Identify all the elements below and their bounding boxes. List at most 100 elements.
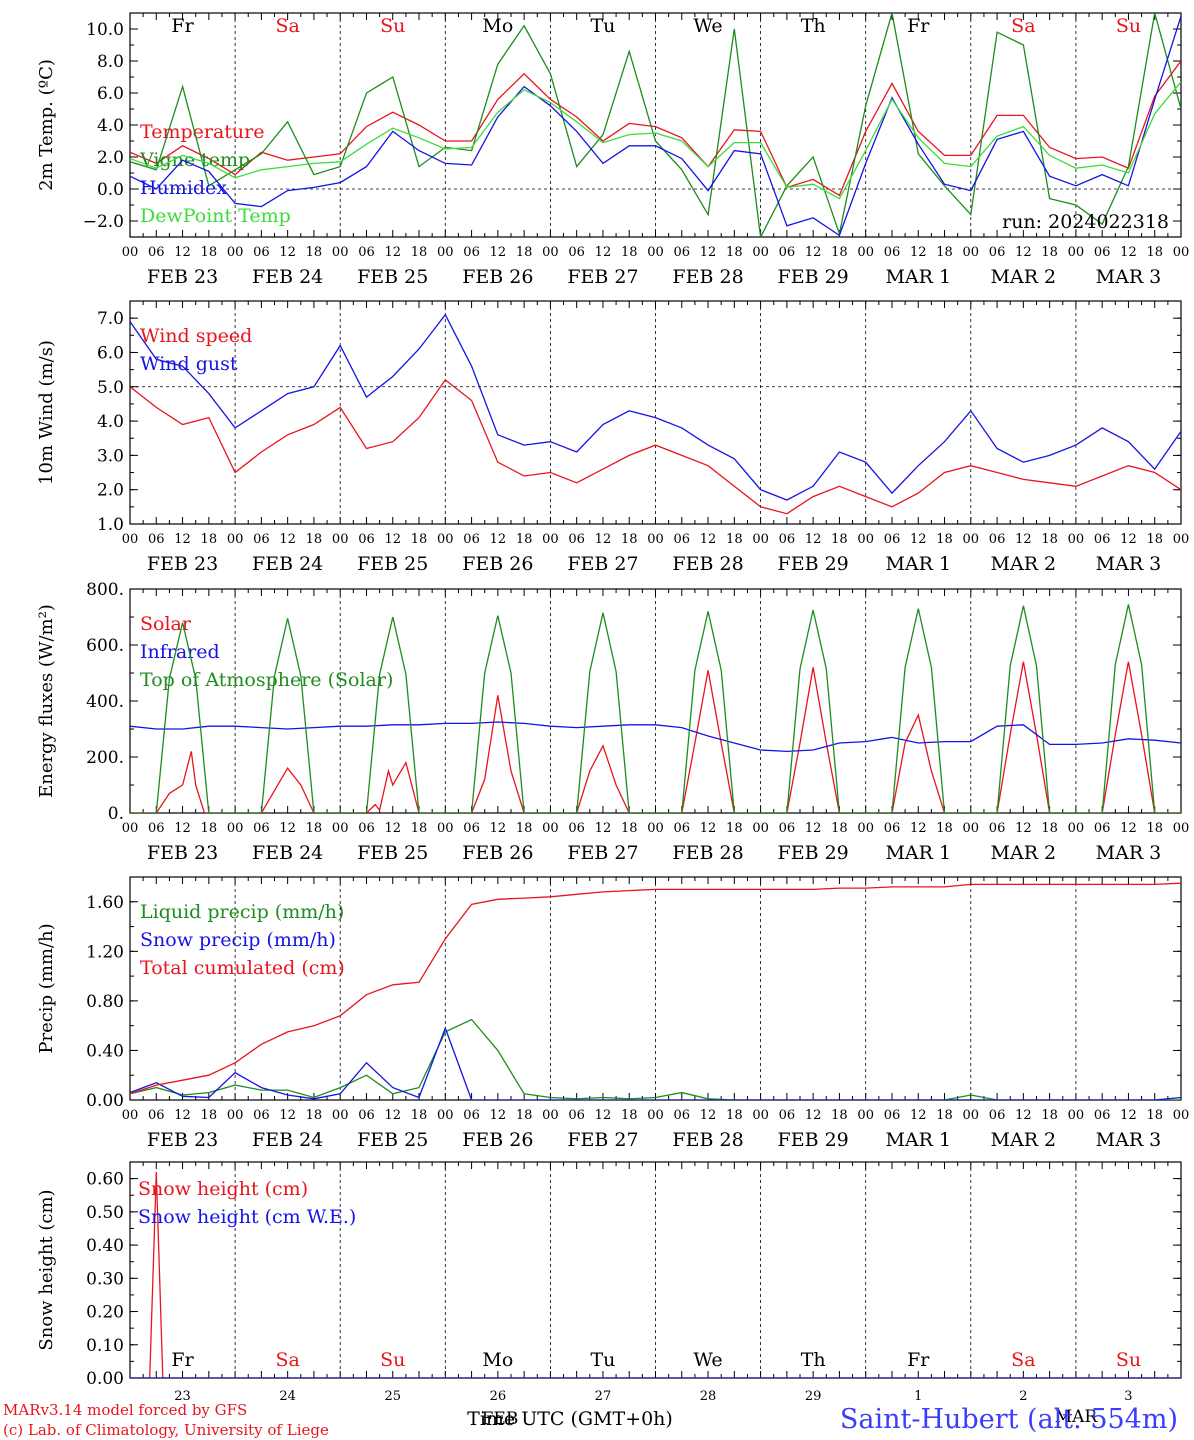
hour-tick-label: 00	[332, 821, 349, 836]
hour-tick-label: 12	[279, 821, 296, 836]
hour-tick-label: 12	[1015, 1108, 1032, 1123]
y-tick-label: 0.00	[86, 1369, 124, 1389]
hour-tick-label: 18	[201, 821, 218, 836]
hour-tick-label: 18	[1146, 1108, 1163, 1123]
hour-tick-label: 18	[516, 1108, 533, 1123]
hour-tick-label: 12	[910, 821, 927, 836]
date-label: FEB 29	[778, 553, 849, 575]
weekday-label: Mo	[482, 1349, 513, 1371]
series-line-infrared	[130, 721, 1181, 753]
hour-tick-label: 00	[857, 245, 874, 260]
weekday-label: We	[693, 1349, 722, 1371]
day-number-label: 26	[490, 1389, 507, 1404]
hour-tick-label: 18	[1146, 245, 1163, 260]
hour-tick-label: 18	[831, 532, 848, 547]
date-label: FEB 26	[462, 1129, 533, 1151]
hour-tick-label: 00	[437, 821, 454, 836]
date-label: MAR 3	[1096, 553, 1162, 575]
y-axis-label: 2m Temp. (ºC)	[36, 59, 57, 191]
legend-entry: Wind gust	[140, 353, 238, 375]
date-label: MAR 1	[885, 266, 951, 288]
legend-entry: Temperature	[140, 121, 264, 143]
weekday-label: Mo	[482, 15, 513, 37]
legend-entry: Snow height (cm W.E.)	[138, 1206, 356, 1228]
hour-tick-label: 00	[857, 532, 874, 547]
date-label: FEB 28	[672, 842, 743, 864]
date-label: FEB 25	[357, 1129, 428, 1151]
date-label: FEB 23	[147, 842, 218, 864]
hour-tick-label: 00	[1068, 821, 1085, 836]
y-tick-label: 6.0	[97, 343, 124, 363]
hour-tick-label: 12	[384, 821, 401, 836]
hour-tick-label: 18	[936, 821, 953, 836]
date-label: MAR 2	[991, 553, 1057, 575]
hour-tick-label: 18	[516, 532, 533, 547]
y-tick-label: 2.0	[97, 148, 124, 168]
weekday-label: Su	[1116, 15, 1141, 37]
weekday-label: Tu	[590, 15, 615, 37]
legend-entry: Wind speed	[140, 325, 252, 347]
date-label: MAR 1	[885, 842, 951, 864]
hour-tick-label: 00	[1173, 245, 1190, 260]
hour-tick-label: 12	[1120, 821, 1137, 836]
hour-tick-label: 12	[384, 1108, 401, 1123]
date-label: FEB 24	[252, 553, 323, 575]
hour-tick-label: 00	[542, 245, 559, 260]
date-label: FEB 27	[567, 553, 638, 575]
hour-tick-label: 18	[1146, 532, 1163, 547]
hour-tick-label: 00	[752, 821, 769, 836]
weekday-label: Tu	[590, 1349, 615, 1371]
hour-tick-label: 00	[752, 1108, 769, 1123]
series-line-wind-speed	[130, 378, 1181, 515]
date-label: FEB 29	[778, 842, 849, 864]
hour-tick-label: 00	[542, 532, 559, 547]
hour-tick-label: 00	[122, 245, 139, 260]
hour-tick-label: 12	[595, 532, 612, 547]
y-tick-label: 5.0	[97, 378, 124, 398]
weekday-label: Fr	[171, 1349, 194, 1371]
hour-tick-label: 18	[411, 532, 428, 547]
day-number-label: 27	[595, 1389, 612, 1404]
date-label: FEB 23	[147, 553, 218, 575]
hour-tick-label: 00	[752, 532, 769, 547]
date-label: FEB 29	[778, 266, 849, 288]
y-tick-label: 4.0	[97, 412, 124, 432]
hour-tick-label: 00	[963, 821, 980, 836]
y-axis-label: 10m Wind (m/s)	[36, 340, 57, 485]
hour-tick-label: 06	[253, 1108, 270, 1123]
y-tick-label: 7.0	[97, 309, 124, 329]
y-tick-label: 0.10	[86, 1336, 124, 1356]
date-label: MAR 2	[991, 1129, 1057, 1151]
hour-tick-label: 00	[1173, 532, 1190, 547]
y-tick-label: 4.0	[97, 116, 124, 136]
weekday-label: Sa	[275, 15, 299, 37]
y-tick-label: 2.0	[97, 481, 124, 501]
hour-tick-label: 00	[1068, 532, 1085, 547]
hour-tick-label: 06	[148, 821, 165, 836]
hour-tick-label: 18	[621, 245, 638, 260]
weekday-label: Th	[801, 15, 826, 37]
hour-tick-label: 06	[568, 532, 585, 547]
date-label: MAR 3	[1096, 266, 1162, 288]
hour-tick-label: 00	[963, 245, 980, 260]
hour-tick-label: 18	[831, 821, 848, 836]
hour-tick-label: 06	[674, 1108, 691, 1123]
hour-tick-label: 06	[989, 1108, 1006, 1123]
y-tick-label: 0.40	[86, 1041, 124, 1061]
hour-tick-label: 06	[253, 532, 270, 547]
hour-tick-label: 00	[963, 1108, 980, 1123]
hour-tick-label: 00	[227, 821, 244, 836]
y-tick-label: 1.60	[86, 893, 124, 913]
date-label: MAR 1	[885, 1129, 951, 1151]
hour-tick-label: 18	[831, 245, 848, 260]
hour-tick-label: 18	[1041, 532, 1058, 547]
date-label: FEB 24	[252, 266, 323, 288]
y-axis-label: Energy fluxes (W/m²)	[36, 604, 57, 798]
hour-tick-label: 06	[1094, 821, 1111, 836]
weekday-label: Su	[380, 1349, 405, 1371]
hour-tick-label: 06	[989, 532, 1006, 547]
date-label: FEB 28	[672, 1129, 743, 1151]
hour-tick-label: 18	[726, 245, 743, 260]
hour-tick-label: 12	[700, 532, 717, 547]
hour-tick-label: 12	[805, 1108, 822, 1123]
